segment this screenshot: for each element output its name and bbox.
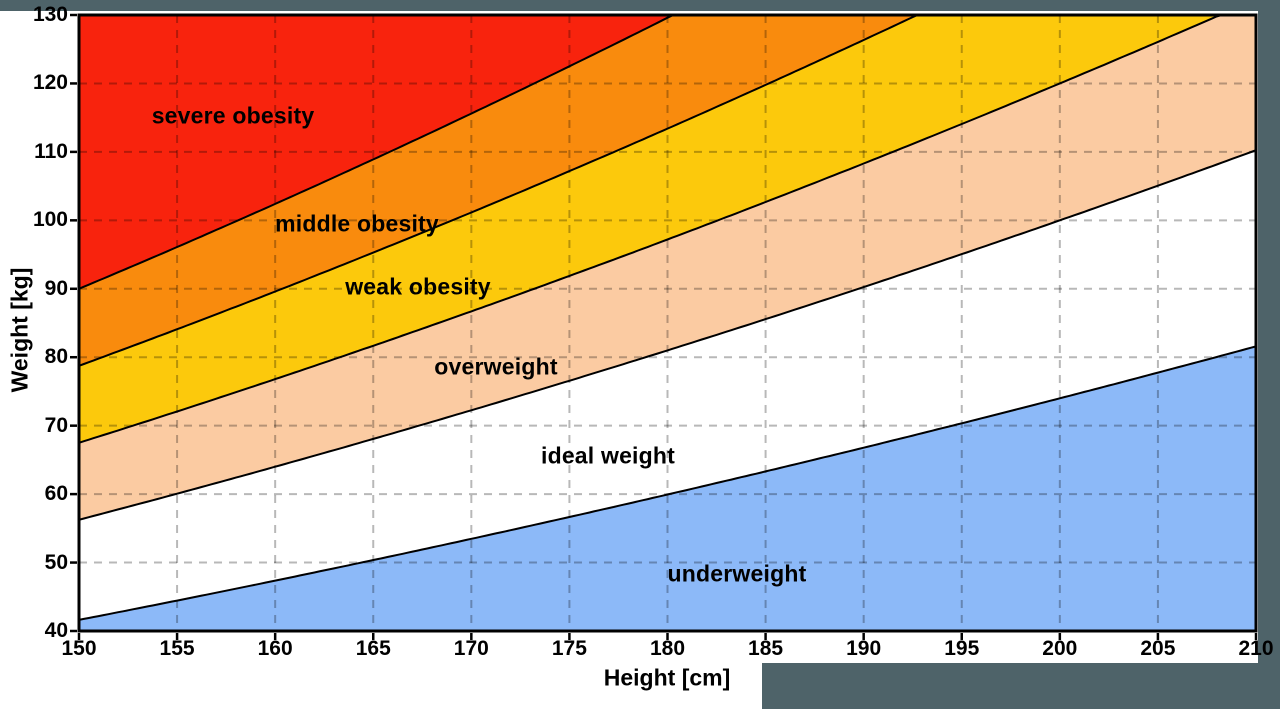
bmi-boundary-18.5	[78, 345, 1257, 621]
bmi-boundary-40	[78, 14, 673, 290]
plot-border	[77, 13, 1258, 633]
bmi-boundary-25	[78, 149, 1257, 521]
bmi-boundary-30	[78, 14, 1222, 444]
region-fill-underweight	[79, 346, 1256, 631]
bmi-boundary-35	[78, 14, 918, 367]
figure-canvas-bottom-strip	[0, 663, 762, 709]
